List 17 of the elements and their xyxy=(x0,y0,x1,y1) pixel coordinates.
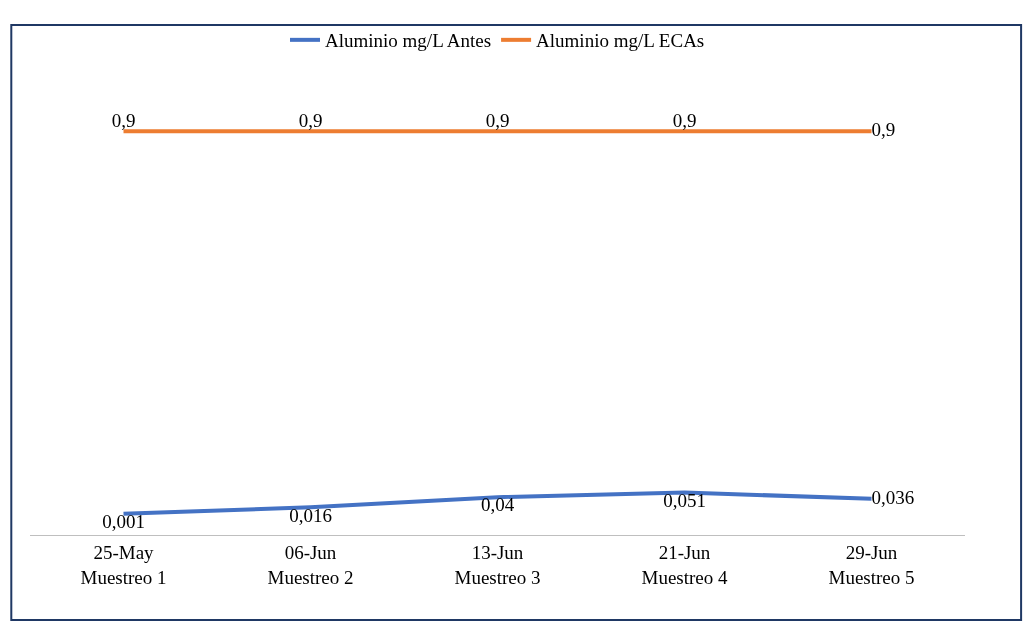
x-tick-label: 25-May Muestreo 1 xyxy=(80,541,167,588)
data-label: 0,9 xyxy=(485,109,510,131)
data-label: 0,9 xyxy=(111,109,136,131)
data-label: 0,016 xyxy=(289,504,332,526)
data-label: 0,001 xyxy=(102,511,145,532)
legend-label: Aluminio mg/L Antes xyxy=(325,30,492,52)
data-label: 0,051 xyxy=(663,489,706,511)
x-tick-label: 13-Jun Muestreo 3 xyxy=(454,541,541,588)
x-tick-label: 29-Jun Muestreo 5 xyxy=(828,541,915,588)
x-tick-label: 06-Jun Muestreo 2 xyxy=(267,541,354,588)
data-label: 0,9 xyxy=(672,109,697,131)
data-label: 0,9 xyxy=(298,109,323,131)
data-label: 0,04 xyxy=(480,494,515,516)
legend-label: Aluminio mg/L ECAs xyxy=(536,30,705,52)
data-label: 0,036 xyxy=(871,486,915,508)
data-label: 0,9 xyxy=(871,119,896,140)
x-tick-label: 21-Jun Muestreo 4 xyxy=(641,541,728,588)
